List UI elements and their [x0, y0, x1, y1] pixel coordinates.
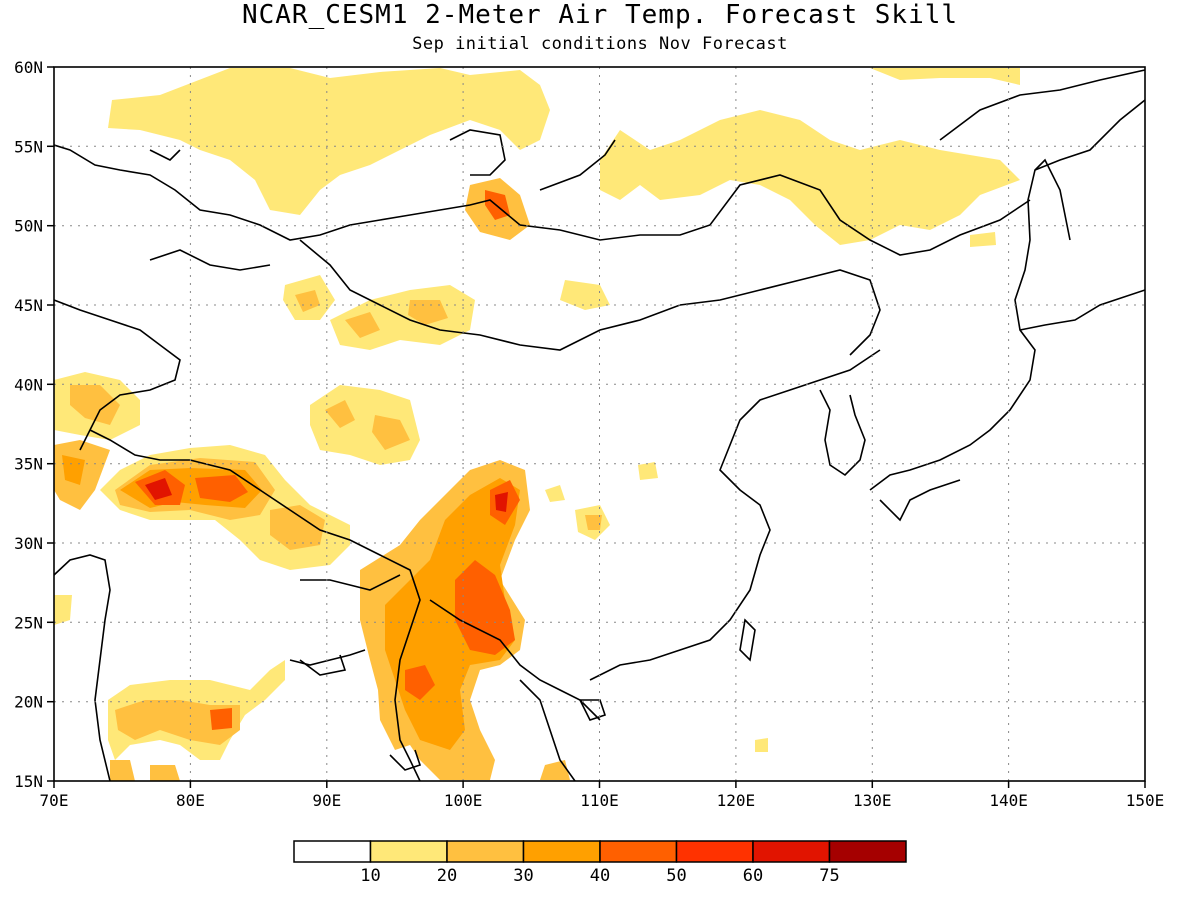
skill-region-india-south — [110, 760, 180, 781]
colorbar-label: 40 — [590, 866, 610, 886]
skill-region-altai-core — [295, 290, 320, 312]
skill-region-india-b — [115, 700, 240, 745]
colorbar-segment — [599, 840, 678, 863]
lat-tick-label: 15N — [14, 772, 43, 791]
colorbar-segment — [446, 840, 525, 863]
lat-tick-label: 35N — [14, 455, 43, 474]
skill-region-mongolia-c — [560, 280, 610, 310]
skill-region-dzungaria — [330, 285, 475, 350]
skill-region-india-west — [54, 595, 72, 625]
colorbar-segment — [293, 840, 372, 863]
lon-tick-label: 110E — [580, 791, 619, 810]
skill-region-china-spot-a — [545, 485, 565, 502]
skill-region-siberia-east — [600, 110, 1020, 245]
colorbar-label: 20 — [437, 866, 457, 886]
coastlines — [54, 69, 1145, 781]
lat-tick-label: 30N — [14, 534, 43, 553]
skill-region-ne-corner — [870, 68, 1020, 85]
colorbar-segment — [522, 840, 601, 863]
colorbar: 10 20 30 40 50 60 75 — [293, 840, 907, 886]
lat-tick-label: 40N — [14, 375, 43, 394]
lon-tick-label: 70E — [40, 791, 69, 810]
colorbar-segment — [828, 840, 907, 863]
skill-region-india-c — [210, 708, 232, 730]
skill-region-pacific — [970, 232, 996, 247]
skill-region-burma-d — [405, 665, 435, 700]
skill-region-hubei-core — [585, 515, 602, 530]
skill-region-pakistan-core — [62, 455, 85, 485]
skill-region-himalaya-e — [145, 478, 172, 500]
lat-tick-label: 50N — [14, 217, 43, 236]
lat-tick-label: 45N — [14, 296, 43, 315]
lon-tick-label: 130E — [853, 791, 892, 810]
gridlines — [54, 67, 1145, 781]
skill-region-tarim-core — [325, 400, 410, 450]
map-title: NCAR_CESM1 2-Meter Air Temp. Forecast Sk… — [241, 0, 959, 30]
map-subtitle: Sep initial conditions Nov Forecast — [412, 34, 788, 54]
skill-region-dzungaria-core — [345, 300, 448, 338]
skill-region-central-asia-core — [70, 385, 120, 425]
lat-tick-label: 55N — [14, 137, 43, 156]
skill-region-tibet-core — [270, 505, 325, 550]
colorbar-segment — [369, 840, 448, 863]
lon-tick-label: 100E — [444, 791, 483, 810]
skill-region-china-spot-b — [638, 462, 658, 480]
colorbar-label: 50 — [666, 866, 686, 886]
lon-tick-label: 120E — [717, 791, 756, 810]
skill-region-siberia-west — [108, 68, 550, 215]
lat-tick-label: 60N — [14, 58, 43, 77]
skill-region-indochina-a — [540, 760, 570, 780]
lat-tick-label: 25N — [14, 613, 43, 632]
colorbar-segment — [675, 840, 754, 863]
lat-tick-label: 20N — [14, 693, 43, 712]
colorbar-label: 60 — [743, 866, 763, 886]
skill-region-sichuan-core — [495, 492, 508, 512]
lon-tick-label: 80E — [176, 791, 205, 810]
lon-tick-label: 140E — [989, 791, 1028, 810]
skill-region-mongolia-b — [485, 190, 510, 220]
colorbar-label: 75 — [819, 866, 839, 886]
colorbar-segment — [752, 840, 831, 863]
colorbar-label: 10 — [360, 866, 380, 886]
skill-region-philippines — [755, 738, 768, 752]
skill-region-himalaya-f — [195, 475, 248, 502]
skill-shading — [54, 68, 1020, 781]
lon-tick-label: 90E — [312, 791, 341, 810]
axis-ticks: 70E 80E 90E 100E 110E 120E 130E 140E 150… — [14, 58, 1164, 810]
skill-region-burma-c — [455, 560, 515, 655]
colorbar-label: 30 — [513, 866, 533, 886]
lon-tick-label: 150E — [1126, 791, 1165, 810]
